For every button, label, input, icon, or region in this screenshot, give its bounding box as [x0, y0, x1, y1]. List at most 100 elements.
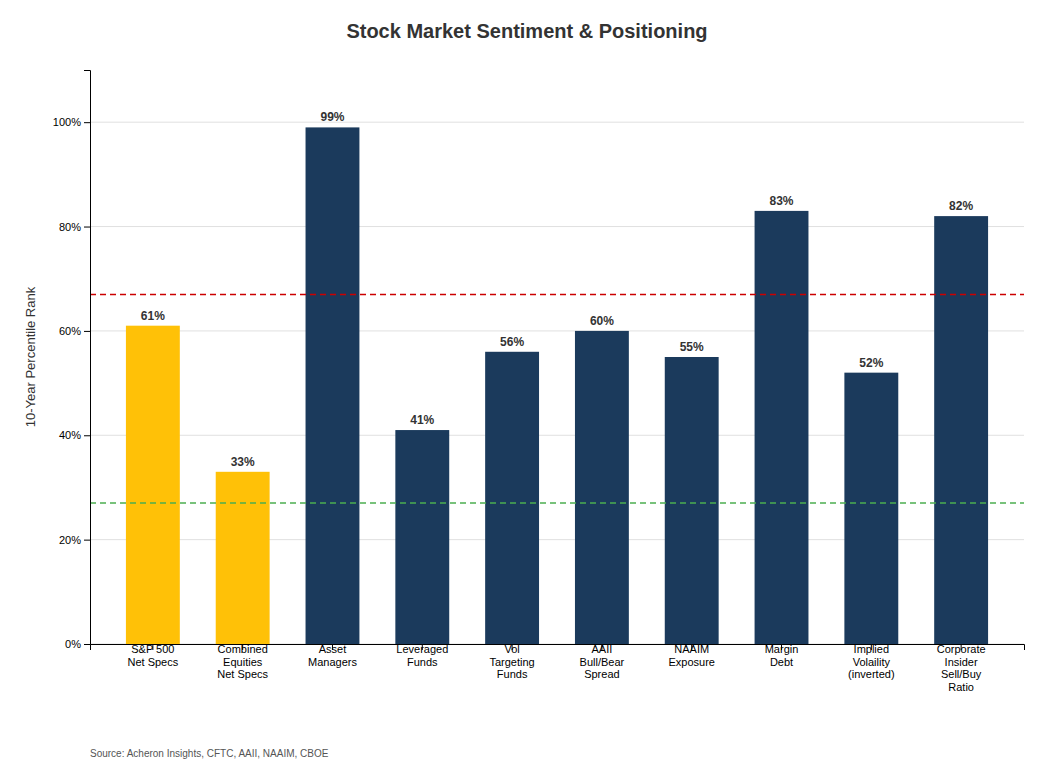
- tick: 0%: [65, 638, 90, 650]
- bar: [934, 216, 988, 644]
- bar: [306, 127, 360, 644]
- tick-label: CorporateInsiderSell/BuyRatio: [937, 643, 986, 693]
- plot-area: [90, 127, 1024, 644]
- bar: [395, 430, 449, 644]
- tick: AAIIBull/BearSpread: [580, 643, 625, 680]
- tick-label-line: Bull/Bear: [580, 656, 625, 668]
- tick-label: CombinedEquitiesNet Specs: [217, 643, 268, 680]
- data-label: 52%: [859, 356, 883, 370]
- bar: [755, 211, 809, 644]
- tick: 80%: [59, 221, 90, 233]
- tick-label-line: Margin: [765, 643, 799, 655]
- tick-label-line: Volaility: [853, 656, 891, 668]
- tick-mark: [84, 227, 90, 228]
- data-label: 61%: [141, 309, 165, 323]
- tick: MarginDebt: [765, 643, 799, 668]
- data-labels: 61% 33% 99% 41% 56% 60% 55% 83% 52% 82%: [141, 110, 974, 468]
- bar: [665, 357, 719, 644]
- data-label: 41%: [410, 413, 434, 427]
- x-axis: S&P 500Net SpecsCombinedEquitiesNet Spec…: [91, 643, 1025, 693]
- tick-label: VolTargetingFunds: [489, 643, 534, 680]
- grid-line: [90, 330, 1024, 331]
- tick: 20%: [59, 534, 90, 546]
- tick: LeveragedFunds: [396, 643, 448, 668]
- tick-mark: [84, 435, 90, 436]
- tick-label: 80%: [59, 221, 81, 233]
- data-label: 83%: [770, 194, 794, 208]
- tick-label: 60%: [59, 325, 81, 337]
- data-label: 60%: [590, 314, 614, 328]
- tick-label-line: NAAIM: [674, 643, 709, 655]
- bar: [844, 373, 898, 644]
- tick-label-line: Leveraged: [396, 643, 448, 655]
- tick-label-line: Insider: [945, 656, 978, 668]
- tick-label-line: Net Specs: [127, 656, 178, 668]
- tick-label-line: Sell/Buy: [941, 668, 982, 680]
- grid-line: [90, 122, 1024, 123]
- tick-label: 20%: [59, 534, 81, 546]
- tick-label-line: Implied: [854, 643, 889, 655]
- tick-label-line: Asset: [319, 643, 347, 655]
- axis-line: [84, 71, 91, 645]
- tick-mark: [84, 122, 90, 123]
- tick-label-line: Funds: [407, 656, 438, 668]
- tick: NAAIMExposure: [668, 643, 714, 668]
- bar: [216, 472, 270, 644]
- data-label: 55%: [680, 340, 704, 354]
- tick-label: S&P 500Net Specs: [127, 643, 178, 668]
- reference-line: [90, 294, 1024, 296]
- tick: 100%: [53, 116, 90, 128]
- bar: [126, 326, 180, 644]
- tick: CombinedEquitiesNet Specs: [217, 643, 268, 680]
- bar: [485, 352, 539, 644]
- tick-label-line: Equities: [223, 656, 263, 668]
- chart-container: Stock Market Sentiment & Positioning 61% 3…: [0, 0, 1054, 769]
- tick-label-line: Combined: [218, 643, 268, 655]
- tick-label-line: Targeting: [489, 656, 534, 668]
- tick-mark: [84, 331, 90, 332]
- bar: [575, 331, 629, 644]
- data-label: 82%: [949, 199, 973, 213]
- tick: AssetManagers: [308, 643, 357, 668]
- tick: 60%: [59, 325, 90, 337]
- y-axis: 0% 20% 40% 60% 80% 100%: [53, 71, 91, 651]
- tick-mark: [84, 540, 90, 541]
- tick-mark: [84, 644, 90, 645]
- tick-label: AAIIBull/BearSpread: [580, 643, 625, 680]
- chart-svg: Stock Market Sentiment & Positioning 61% 3…: [0, 0, 1054, 769]
- tick: 40%: [59, 429, 90, 441]
- tick-label: 40%: [59, 429, 81, 441]
- data-label: 56%: [500, 335, 524, 349]
- tick: ImpliedVolaility(inverted): [848, 643, 894, 680]
- tick-label: NAAIMExposure: [668, 643, 714, 668]
- source-note: Source: Acheron Insights, CFTC, AAII, NA…: [90, 748, 329, 759]
- tick-label-line: Vol: [504, 643, 519, 655]
- tick: VolTargetingFunds: [489, 643, 534, 680]
- tick-label-line: S&P 500: [131, 643, 174, 655]
- tick-label: 100%: [53, 116, 81, 128]
- tick-label-line: (inverted): [848, 668, 894, 680]
- reference-line: [90, 502, 1024, 504]
- tick-label-line: Funds: [497, 668, 528, 680]
- grid-line: [90, 226, 1024, 227]
- tick-label-line: Debt: [770, 656, 793, 668]
- tick-label-line: AAII: [592, 643, 613, 655]
- y-axis-title: 10-Year Percentile Rank: [23, 286, 38, 427]
- title: Stock Market Sentiment & Positioning: [346, 20, 707, 42]
- tick-label-line: Spread: [584, 668, 619, 680]
- data-label: 33%: [231, 455, 255, 469]
- grid: [90, 122, 1024, 644]
- tick-label-line: Managers: [308, 656, 357, 668]
- tick-label: LeveragedFunds: [396, 643, 448, 668]
- data-label: 99%: [320, 110, 344, 124]
- tick-label: MarginDebt: [765, 643, 799, 668]
- tick-label: ImpliedVolaility(inverted): [848, 643, 894, 680]
- tick-label-line: Corporate: [937, 643, 986, 655]
- tick-label: AssetManagers: [308, 643, 357, 668]
- tick-label-line: Ratio: [948, 681, 974, 693]
- tick-label-line: Exposure: [668, 656, 714, 668]
- tick-label: 0%: [65, 638, 81, 650]
- tick: CorporateInsiderSell/BuyRatio: [937, 643, 986, 693]
- tick: S&P 500Net Specs: [127, 643, 178, 668]
- tick-label-line: Net Specs: [217, 668, 268, 680]
